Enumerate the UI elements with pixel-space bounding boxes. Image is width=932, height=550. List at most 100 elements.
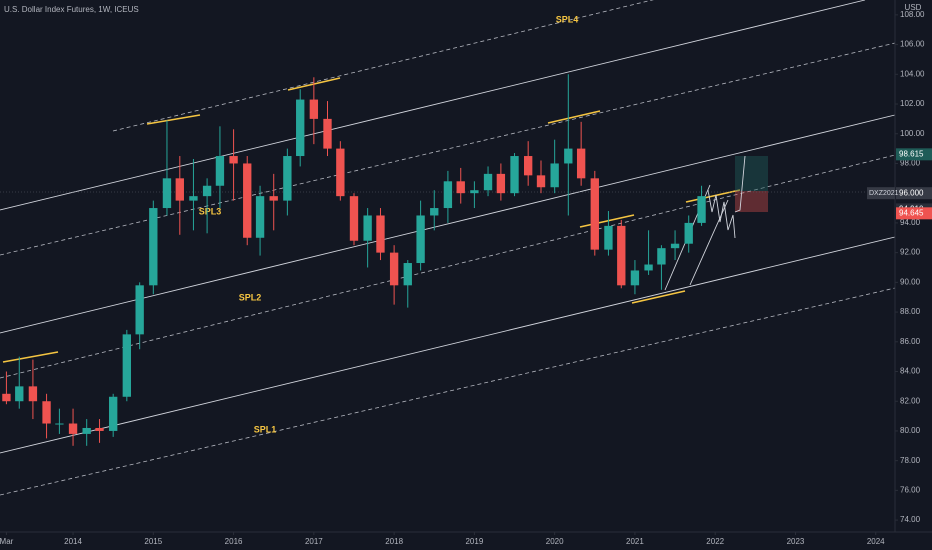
trend-line (0, 236, 896, 454)
annotation: SPL1 (254, 424, 277, 434)
x-tick-label: 2015 (144, 537, 162, 546)
price-marker (896, 148, 932, 161)
candle-body (483, 173, 493, 191)
x-tick-label: 2019 (465, 537, 483, 546)
y-tick-label: 108.00 (900, 10, 925, 19)
candle-body (283, 156, 292, 201)
stop-zone (735, 191, 768, 212)
x-tick-label: 2014 (64, 537, 82, 546)
candle-body (536, 175, 546, 188)
y-tick-label: 94.00 (900, 218, 921, 227)
x-tick-label: 2022 (706, 537, 724, 546)
highlight-line (685, 189, 741, 203)
candle-body (496, 173, 506, 194)
candle-body (296, 99, 305, 157)
price-marker-label: 94.645 (899, 208, 924, 217)
y-tick-label: 74.00 (900, 515, 921, 524)
zigzag (707, 189, 736, 239)
highlight-line (579, 214, 635, 228)
candle-body (630, 270, 640, 286)
candle-body (336, 148, 345, 197)
x-tick-label: 2020 (546, 537, 564, 546)
candle-body (2, 393, 11, 402)
dashed-line (0, 42, 896, 256)
price-marker-label: 98.615 (899, 149, 924, 158)
candle-body (470, 190, 479, 194)
candle-body (215, 156, 225, 186)
candle-body (657, 248, 666, 265)
candle-body (95, 427, 104, 431)
candle-body (202, 185, 212, 197)
candle-body (149, 208, 158, 286)
annotation: SPL4 (556, 14, 579, 24)
y-tick-label: 82.00 (900, 396, 921, 405)
x-tick-label: 2018 (385, 537, 403, 546)
highlight-line (631, 290, 686, 304)
annotation: SPL3 (199, 206, 222, 216)
candle-body (229, 156, 238, 164)
axis-unit: USD (905, 3, 922, 12)
symbol-label: DXZ2021 (869, 190, 899, 197)
candle-body (684, 222, 693, 244)
x-tick-label: Mar (0, 537, 14, 546)
candle-body (42, 401, 51, 424)
candle-body (28, 386, 38, 402)
candle-body (162, 178, 172, 209)
y-tick-label: 86.00 (900, 337, 921, 346)
y-tick-label: 106.00 (900, 40, 925, 49)
candle-body (416, 215, 425, 264)
symbol-box (867, 187, 895, 200)
candle-body (697, 196, 706, 223)
candle-body (430, 208, 439, 216)
dashed-line (112, 0, 654, 132)
candle-body (564, 148, 573, 164)
candle-body (363, 215, 372, 241)
y-tick-label: 76.00 (900, 486, 921, 495)
x-tick-label: 2017 (305, 537, 323, 546)
candle-body (644, 264, 653, 271)
dashed-line (0, 287, 896, 496)
candle-body (456, 181, 465, 194)
candle-body (604, 225, 613, 250)
candle-body (510, 156, 519, 194)
y-tick-label: 98.00 (900, 159, 921, 168)
y-tick-label: 84.00 (900, 367, 921, 376)
candle-body (670, 243, 680, 249)
highlight-line (146, 114, 201, 125)
candle-body (243, 163, 252, 238)
candle-body (550, 163, 559, 188)
candle-body (68, 423, 78, 434)
candle-body (576, 148, 586, 179)
candle-body (15, 386, 24, 402)
price-marker (896, 187, 932, 200)
candle-body (55, 423, 64, 425)
chart-title: U.S. Dollar Index Futures, 1W, ICEUS (4, 5, 139, 14)
y-tick-label: 104.00 (900, 69, 925, 78)
candle-body (376, 215, 385, 253)
candle-body (122, 334, 131, 397)
x-tick-label: 2016 (225, 537, 243, 546)
highlight-line (547, 110, 601, 124)
x-tick-label: 2023 (787, 537, 805, 546)
target-zone (735, 156, 768, 191)
candle-body (389, 252, 399, 286)
trend-line (0, 0, 866, 211)
candle-body (403, 263, 412, 286)
projection (734, 155, 746, 213)
candle-body (255, 196, 265, 238)
candle-body (189, 196, 198, 201)
y-tick-label: 102.00 (900, 99, 925, 108)
x-tick-label: 2024 (867, 537, 885, 546)
candle-body (617, 225, 626, 286)
y-tick-label: 80.00 (900, 426, 921, 435)
candle-body (443, 181, 453, 209)
x-tick-label: 2021 (626, 537, 644, 546)
candle-body (269, 196, 278, 201)
candle-body (309, 99, 319, 119)
price-marker-label: 96.000 (899, 188, 924, 197)
trend-line (0, 114, 896, 334)
candle-body (82, 427, 91, 434)
y-tick-label: 88.00 (900, 307, 921, 316)
